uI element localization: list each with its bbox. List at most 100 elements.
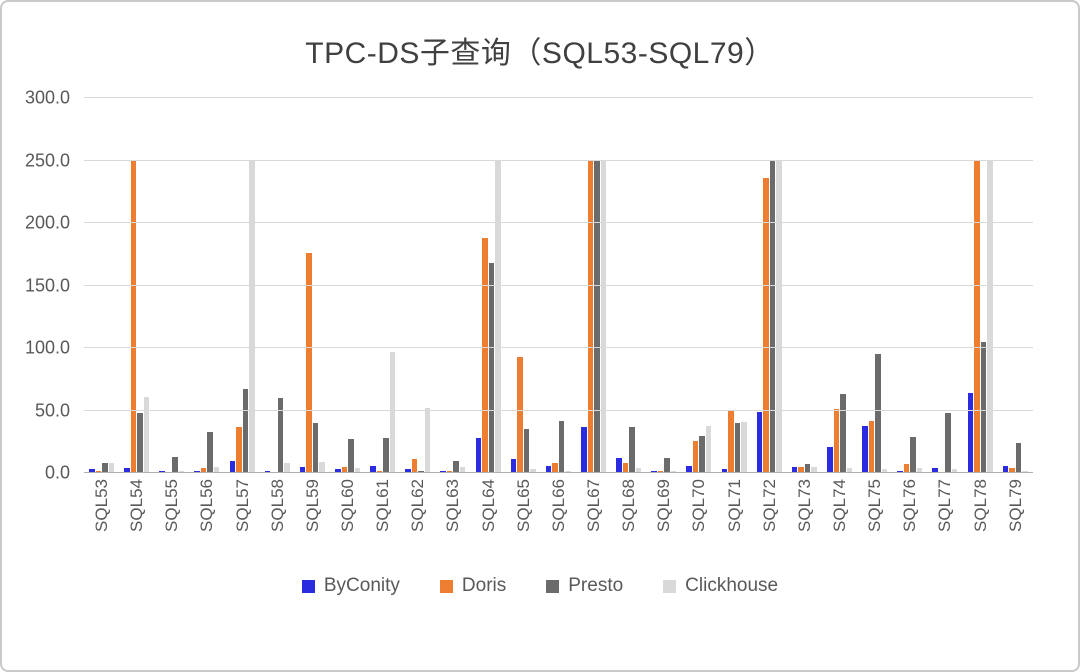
legend-swatch-presto xyxy=(546,579,560,593)
x-tick-label-sql75: SQL75 xyxy=(857,473,892,559)
bar-doris-sql70 xyxy=(692,440,699,473)
x-tick-label-sql61: SQL61 xyxy=(365,473,400,559)
bar-presto-sql59 xyxy=(312,423,319,473)
x-tick-label-sql66: SQL66 xyxy=(541,473,576,559)
bar-clickhouse-sql75 xyxy=(881,469,888,473)
bar-clickhouse-sql73 xyxy=(811,466,817,473)
x-tick-text: SQL58 xyxy=(267,479,287,532)
bar-presto-sql68 xyxy=(629,426,635,473)
bar-clickhouse-sql62 xyxy=(424,408,431,473)
x-tick-text: SQL56 xyxy=(197,479,217,532)
x-tick-text: SQL70 xyxy=(689,479,709,532)
bar-clickhouse-sql61 xyxy=(389,351,396,473)
bar-group-sql62 xyxy=(400,98,435,473)
x-tick-text: SQL66 xyxy=(548,479,568,532)
bar-clickhouse-sql71 xyxy=(741,421,747,473)
x-tick-label-sql78: SQL78 xyxy=(963,473,998,559)
bar-byconity-sql76 xyxy=(897,470,903,473)
bar-byconity-sql62 xyxy=(405,469,411,473)
bar-byconity-sql53 xyxy=(89,469,95,473)
bar-byconity-sql60 xyxy=(335,469,341,473)
bar-doris-sql63 xyxy=(446,470,453,473)
y-tick-label-150: 150.0 xyxy=(24,275,70,295)
legend-swatch-doris xyxy=(439,579,453,593)
x-tick-label-sql59: SQL59 xyxy=(295,473,330,559)
bar-doris-sql61 xyxy=(376,470,383,473)
bar-doris-sql68 xyxy=(622,463,629,473)
bar-group-sql59 xyxy=(295,98,330,473)
bar-group-sql57 xyxy=(225,98,260,473)
x-tick-label-sql79: SQL79 xyxy=(998,473,1033,559)
gridline-100 xyxy=(84,347,1033,348)
x-tick-text: SQL72 xyxy=(759,479,779,532)
bar-clickhouse-sql53 xyxy=(108,463,115,473)
bar-presto-sql73 xyxy=(804,464,811,473)
x-tick-label-sql76: SQL76 xyxy=(892,473,927,559)
bar-presto-sql76 xyxy=(910,436,916,473)
bar-byconity-sql72 xyxy=(756,411,763,473)
legend-item-byconity: ByConity xyxy=(301,575,400,597)
legend-item-presto: Presto xyxy=(546,575,623,597)
bar-clickhouse-sql76 xyxy=(916,468,923,473)
bar-doris-sql57 xyxy=(236,426,242,473)
bar-clickhouse-sql77 xyxy=(951,469,958,473)
bar-presto-sql65 xyxy=(523,429,530,473)
x-tick-text: SQL76 xyxy=(900,479,920,532)
bar-byconity-sql67 xyxy=(581,426,587,473)
bar-byconity-sql63 xyxy=(440,470,446,473)
x-tick-text: SQL64 xyxy=(478,479,498,532)
bar-doris-sql64 xyxy=(482,238,488,473)
y-tick-label-0: 0.0 xyxy=(44,462,70,483)
bar-clickhouse-sql58 xyxy=(284,463,290,473)
bar-doris-sql74 xyxy=(833,409,840,473)
legend-swatch-clickhouse xyxy=(663,579,677,593)
chart-body: 0.0 50.0 100.0 150.0 200.0 250.0 300.0 xyxy=(2,88,1078,483)
bar-doris-sql60 xyxy=(341,466,348,473)
bar-clickhouse-sql68 xyxy=(635,468,642,473)
bar-clickhouse-sql60 xyxy=(354,468,361,473)
y-axis: 0.0 50.0 100.0 150.0 200.0 250.0 300.0 xyxy=(2,88,84,483)
bar-group-sql70 xyxy=(681,98,716,473)
bar-presto-sql79 xyxy=(1015,443,1022,473)
bar-group-sql56 xyxy=(189,98,224,473)
bar-doris-sql79 xyxy=(1009,468,1015,473)
bar-clickhouse-sql59 xyxy=(319,461,325,473)
x-axis-spacer xyxy=(2,473,84,559)
x-tick-text: SQL63 xyxy=(443,479,463,532)
bar-presto-sql77 xyxy=(945,413,951,473)
bar-presto-sql67 xyxy=(594,160,600,473)
bar-doris-sql66 xyxy=(552,463,558,473)
bar-doris-sql54 xyxy=(130,160,137,473)
x-tick-label-sql62: SQL62 xyxy=(400,473,435,559)
x-tick-text: SQL77 xyxy=(935,479,955,532)
bar-group-sql53 xyxy=(84,98,119,473)
bar-clickhouse-sql63 xyxy=(459,466,466,473)
bar-clickhouse-sql65 xyxy=(530,469,536,473)
x-tick-text: SQL53 xyxy=(92,479,112,532)
legend-label-byconity: ByConity xyxy=(323,575,400,596)
bar-clickhouse-sql70 xyxy=(705,425,712,473)
legend-label-presto: Presto xyxy=(568,575,624,596)
bar-group-sql63 xyxy=(435,98,470,473)
x-tick-label-sql69: SQL69 xyxy=(646,473,681,559)
bar-group-sql77 xyxy=(927,98,962,473)
x-tick-label-sql77: SQL77 xyxy=(927,473,962,559)
bar-presto-sql64 xyxy=(488,263,495,473)
bar-group-sql54 xyxy=(119,98,154,473)
bar-byconity-sql66 xyxy=(545,465,552,473)
bar-doris-sql62 xyxy=(411,459,418,473)
bar-byconity-sql73 xyxy=(791,466,798,473)
bar-presto-sql69 xyxy=(664,458,670,473)
x-tick-text: SQL69 xyxy=(654,479,674,532)
x-tick-text: SQL57 xyxy=(232,479,252,532)
x-tick-text: SQL71 xyxy=(724,479,744,532)
bar-clickhouse-sql66 xyxy=(565,470,571,473)
bar-doris-sql72 xyxy=(763,178,769,473)
bar-presto-sql70 xyxy=(699,435,705,473)
legend-item-doris: Doris xyxy=(439,575,506,597)
x-tick-label-sql65: SQL65 xyxy=(506,473,541,559)
bar-group-sql71 xyxy=(717,98,752,473)
bar-group-sql55 xyxy=(154,98,189,473)
legend-item-clickhouse: Clickhouse xyxy=(663,575,778,597)
x-tick-text: SQL79 xyxy=(1005,479,1025,532)
